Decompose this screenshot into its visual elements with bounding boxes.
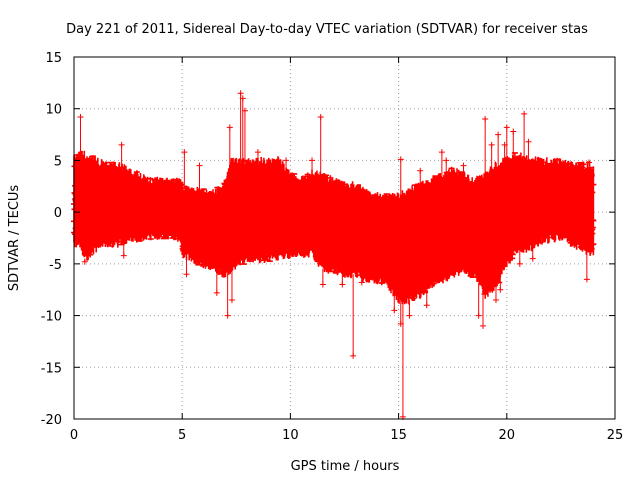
y-tick-label: -10 (41, 310, 62, 325)
y-axis-label: SDTVAR / TECUs (7, 185, 22, 292)
y-tick-label: -20 (41, 413, 62, 428)
data-point (237, 90, 244, 97)
data-point (181, 149, 188, 156)
x-tick-label: 10 (282, 428, 299, 443)
data-point (77, 113, 84, 120)
data-band (71, 150, 597, 305)
data-point (482, 116, 489, 123)
data-point (488, 141, 495, 148)
data-point (417, 167, 424, 174)
data-point (196, 162, 203, 169)
data-point (183, 271, 190, 278)
data-point (495, 131, 502, 138)
data-point (475, 312, 482, 319)
data-point (479, 322, 486, 329)
axis-ticks (73, 56, 616, 420)
data-point (492, 297, 499, 304)
data-point (239, 95, 246, 102)
data-point (228, 297, 235, 304)
data-point (586, 159, 593, 166)
data-point (391, 307, 398, 314)
y-tick-label: 5 (54, 154, 62, 169)
data-point (423, 302, 430, 309)
y-tick-label: -15 (41, 361, 62, 376)
data-point (317, 113, 324, 120)
plot-frame (73, 56, 616, 420)
data-point (443, 157, 450, 164)
x-tick-labels: 0 5 10 15 20 25 (70, 428, 623, 443)
y-tick-label: -5 (49, 258, 62, 273)
data-point (120, 252, 127, 259)
x-axis-label: GPS time / hours (291, 459, 400, 474)
chart-title: Day 221 of 2011, Sidereal Day-to-day VTE… (66, 22, 588, 37)
y-tick-label: 10 (45, 103, 62, 118)
x-tick-label: 20 (499, 428, 516, 443)
data-point (510, 128, 517, 135)
data-point (213, 289, 220, 296)
data-point (339, 281, 346, 288)
data-point (350, 352, 357, 359)
x-tick-label: 25 (607, 428, 624, 443)
data-point (319, 281, 326, 288)
data-point (406, 312, 413, 319)
data-point (81, 258, 88, 265)
data-point (525, 138, 532, 145)
data-point (241, 107, 248, 114)
y-tick-label: 15 (45, 51, 62, 66)
data-point (503, 124, 510, 131)
y-tick-labels: 15 10 5 0 -5 -10 -15 -20 (41, 51, 62, 428)
data-point (583, 276, 590, 283)
data-point (118, 141, 125, 148)
data-point (309, 157, 316, 164)
y-tick-label: 0 (54, 206, 62, 221)
x-tick-label: 15 (390, 428, 407, 443)
data-point (226, 124, 233, 131)
data-point (516, 260, 523, 267)
data-point (438, 149, 445, 156)
x-tick-label: 0 (70, 428, 78, 443)
data-series-sdtvar (71, 90, 597, 420)
data-point (224, 312, 231, 319)
data-point (497, 286, 504, 293)
x-tick-label: 5 (178, 428, 186, 443)
data-point (358, 279, 365, 286)
data-point (521, 110, 528, 117)
data-point (283, 157, 290, 164)
data-point (460, 162, 467, 169)
data-point (254, 149, 261, 156)
data-point (529, 255, 536, 262)
data-point (397, 156, 404, 163)
